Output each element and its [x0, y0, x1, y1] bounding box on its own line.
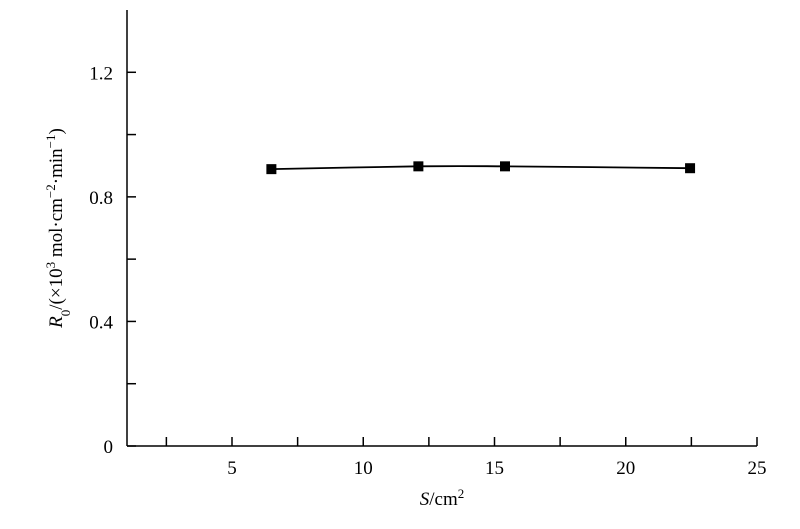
x-tick-label: 20: [616, 458, 635, 479]
x-tick-label: 5: [227, 458, 237, 479]
x-axis-title-part: /cm: [429, 489, 458, 510]
x-tick-label: 10: [354, 458, 373, 479]
y-axis-title-part: 0: [58, 310, 73, 317]
y-axis-title-part: /(×10: [46, 268, 67, 309]
x-tick-label: 25: [748, 458, 767, 479]
y-axis-title-part: 3: [43, 262, 58, 269]
y-axis-title-part: −2: [43, 184, 58, 198]
y-tick-label: 0.8: [89, 188, 113, 209]
marker: [500, 161, 510, 172]
x-axis-title-part: S: [420, 489, 430, 510]
y-tick-label: 0.4: [89, 312, 113, 333]
series-line: [271, 165, 691, 171]
y-axis-title-part: −1: [43, 134, 58, 148]
y-tick-label: 1.2: [89, 63, 113, 84]
y-axis-title: R0/(×103 mol·cm−2·min−1): [43, 128, 73, 329]
y-axis-title-part: mol·cm: [46, 198, 67, 262]
x-axis-title: S/cm2: [420, 486, 465, 511]
y-tick-label: 0: [104, 437, 114, 458]
y-axis-title-part: ): [46, 128, 67, 134]
y-axis-title-part: R: [46, 316, 67, 329]
marker: [685, 163, 696, 174]
marker: [266, 164, 277, 175]
x-axis-title-part: 2: [458, 486, 465, 501]
marker: [413, 161, 424, 172]
x-tick-label: 15: [485, 458, 504, 479]
y-axis-title-part: ·min: [46, 148, 67, 184]
